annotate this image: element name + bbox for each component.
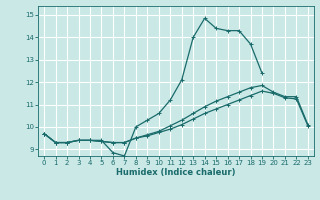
X-axis label: Humidex (Indice chaleur): Humidex (Indice chaleur) (116, 168, 236, 177)
